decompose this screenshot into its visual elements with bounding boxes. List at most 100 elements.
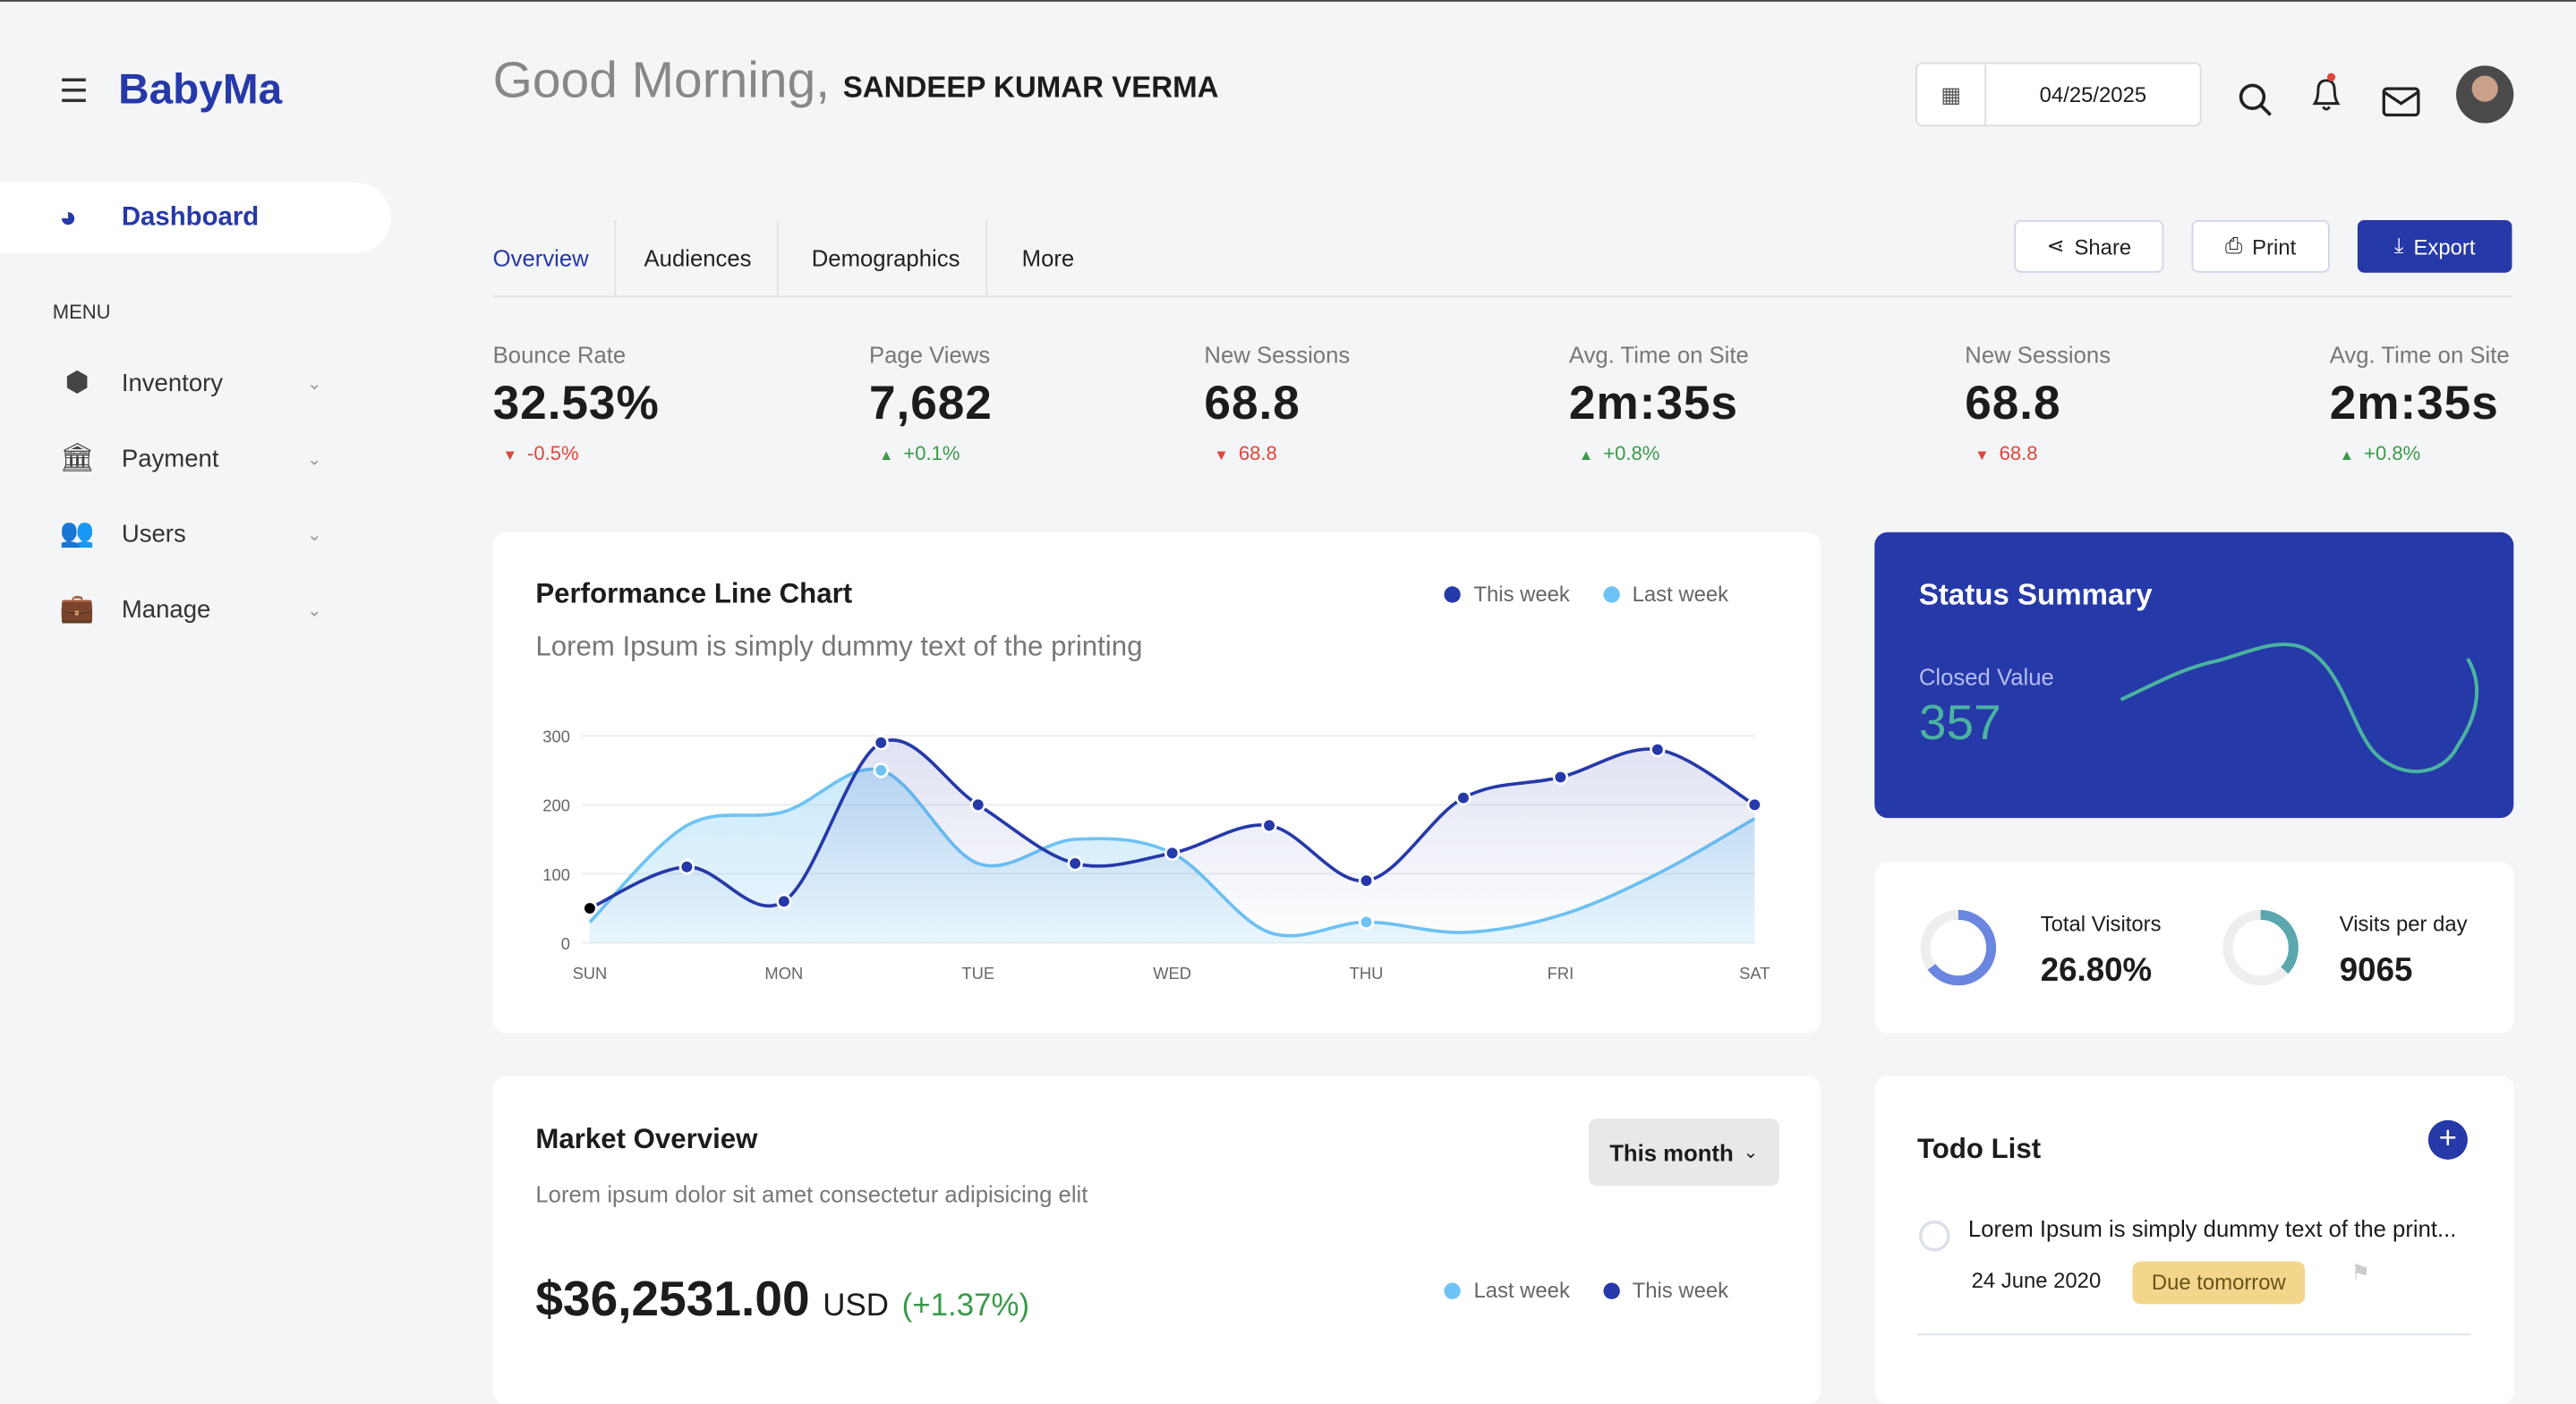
sidebar-item-label: Inventory	[121, 369, 224, 397]
total-visitors-donut	[1920, 909, 1997, 986]
sidebar-item-inventory[interactable]: ⬢ Inventory ⌄	[59, 366, 322, 399]
triangle-up-icon: ▲	[878, 447, 894, 464]
tab-audiences[interactable]: Audiences	[618, 219, 780, 296]
total-visitors-label: Total Visitors	[2040, 911, 2162, 937]
point-this-week	[678, 859, 695, 875]
print-button[interactable]: ⎙ Print	[2191, 219, 2330, 273]
triangle-up-icon: ▲	[1578, 447, 1594, 464]
legend-last-week: Last week	[1632, 581, 1729, 607]
export-label: Export	[2413, 234, 2476, 260]
triangle-down-icon: ▼	[502, 447, 518, 464]
card-title: Status Summary	[1918, 578, 2153, 611]
closed-value-label: Closed Value	[1918, 663, 2054, 690]
triangle-down-icon: ▼	[1975, 447, 1990, 464]
change-value: (+1.37%)	[901, 1289, 1030, 1324]
stat-label: Page Views	[868, 341, 991, 369]
point-this-week	[776, 893, 792, 910]
market-overview-card: Market Overview Lorem ipsum dolor sit am…	[492, 1076, 1821, 1404]
legend-this-week: This week	[1632, 1278, 1729, 1303]
stat-card: Bounce Rate 32.53% ▼ -0.5%	[493, 342, 660, 465]
point-this-week	[1650, 742, 1666, 758]
sidebar-item-payment[interactable]: 🏛 Payment ⌄	[59, 441, 322, 475]
search-icon[interactable]	[2236, 81, 2275, 120]
point-this-week	[1067, 855, 1083, 872]
chevron-down-icon: ⌄	[306, 449, 322, 470]
menu-section-label: MENU	[52, 300, 111, 324]
sidebar-item-users[interactable]: 👥 Users ⌄	[59, 517, 322, 550]
stat-card: Avg. Time on Site 2m:35s ▲ +0.8%	[2330, 342, 2510, 465]
date-picker[interactable]: ▦ 04/25/2025	[1915, 62, 2202, 127]
sidebar-item-manage[interactable]: 💼 Manage ⌄	[59, 593, 322, 626]
y-tick-label: 100	[542, 865, 570, 884]
y-tick-label: 0	[561, 934, 570, 953]
card-subtitle: Lorem ipsum dolor sit amet consectetur a…	[535, 1180, 1088, 1208]
sidebar-item-label: Users	[121, 519, 186, 549]
point-this-week	[582, 900, 598, 916]
mail-icon[interactable]	[2381, 84, 2424, 120]
date-value: 04/25/2025	[2039, 81, 2147, 107]
x-tick-label: MON	[764, 964, 803, 983]
share-label: Share	[2074, 234, 2132, 260]
x-tick-label: WED	[1153, 964, 1191, 983]
period-value: This month	[1609, 1138, 1734, 1166]
divider	[1917, 1333, 2471, 1336]
point-last-week	[1358, 914, 1375, 931]
legend-dot-last-week	[1602, 585, 1619, 602]
legend-dot-this-week	[1444, 585, 1461, 602]
sidebar-item-dashboard[interactable]: ◕ Dashboard	[0, 182, 391, 253]
visitors-card: Total Visitors 26.80% Visits per day 906…	[1874, 862, 2514, 1034]
stat-delta-value: +0.8%	[1603, 441, 1660, 465]
y-tick-label: 300	[542, 728, 570, 746]
stat-label: New Sessions	[1204, 341, 1351, 369]
triangle-up-icon: ▲	[2339, 447, 2355, 464]
add-todo-button[interactable]: +	[2427, 1119, 2468, 1160]
bank-icon: 🏛	[59, 441, 96, 473]
stat-value: 2m:35s	[2329, 378, 2499, 430]
legend-dot-last-week	[1444, 1281, 1461, 1298]
stat-value: 68.8	[1965, 378, 2061, 430]
dashboard-icon: ◕	[59, 200, 78, 234]
period-dropdown[interactable]: This month ⌄	[1588, 1118, 1779, 1187]
flag-icon[interactable]: ⚑	[2350, 1259, 2370, 1285]
stat-label: Avg. Time on Site	[2329, 341, 2510, 369]
tab-demographics[interactable]: Demographics	[785, 219, 988, 296]
tab-overview[interactable]: Overview	[466, 219, 617, 296]
tab-more[interactable]: More	[1021, 244, 1075, 271]
chevron-down-icon: ⌄	[1743, 1143, 1759, 1163]
chevron-down-icon: ⌄	[306, 524, 322, 545]
user-name: SANDEEP KUMAR VERMA	[842, 70, 1219, 104]
avatar[interactable]	[2456, 65, 2514, 123]
market-amount: $36,2531.00 USD (+1.37%)	[535, 1273, 1029, 1329]
x-tick-label: THU	[1350, 964, 1384, 983]
stat-delta-value: -0.5%	[527, 441, 579, 465]
todo-checkbox[interactable]	[1918, 1220, 1950, 1252]
greeting-text: Good Morning,	[492, 50, 831, 109]
todo-text: Lorem Ipsum is simply dummy text of the …	[1967, 1215, 2457, 1242]
visits-per-day-donut	[2222, 909, 2299, 986]
performance-line-chart: 0 100 200 300 SUN MON TUE WED THU FRI SAT	[542, 728, 1770, 983]
sidebar-item-label: Dashboard	[121, 202, 260, 231]
card-title: Market Overview	[535, 1123, 758, 1155]
stat-card: New Sessions 68.8 ▼ 68.8	[1965, 342, 2111, 465]
closed-value: 357	[1918, 696, 2001, 751]
visits-per-day-value: 9065	[2339, 952, 2413, 989]
point-this-week	[1261, 817, 1277, 834]
menu-icon[interactable]: ☰	[59, 73, 90, 110]
share-button[interactable]: ⋖ Share	[2014, 219, 2164, 273]
point-this-week	[1164, 845, 1181, 862]
legend-last-week: Last week	[1473, 1278, 1570, 1303]
point-this-week	[1358, 872, 1375, 889]
bell-icon[interactable]	[2307, 71, 2350, 116]
stat-label: Avg. Time on Site	[1568, 341, 1749, 369]
briefcase-icon: 💼	[59, 592, 95, 625]
stat-value: 32.53%	[492, 378, 660, 430]
due-badge: Due tomorrow	[2132, 1261, 2306, 1305]
point-this-week	[1746, 796, 1763, 813]
stat-value: 2m:35s	[1568, 378, 1738, 430]
point-this-week	[873, 735, 890, 751]
legend: This week Last week	[1444, 581, 1729, 607]
download-icon: ⤓	[2393, 233, 2404, 259]
x-tick-label: TUE	[961, 964, 994, 983]
export-button[interactable]: ⤓ Export	[2357, 219, 2512, 273]
stat-delta: ▲ +0.8%	[2330, 442, 2510, 465]
